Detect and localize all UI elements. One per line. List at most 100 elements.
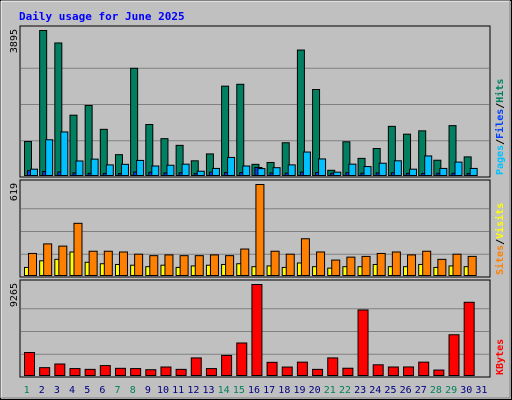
x-tick-label-5: 5	[84, 385, 90, 396]
x-tick-label-19: 19	[293, 385, 305, 396]
bar-kbytes-day-24	[372, 364, 384, 377]
bar-sites-day-29	[452, 253, 462, 277]
bar-pages-day-20	[318, 158, 327, 176]
x-tick-label-22: 22	[339, 385, 351, 396]
bar-kbytes-day-26	[403, 366, 415, 376]
bar-kbytes-day-18	[281, 366, 293, 377]
bar-pages-day-9	[151, 165, 160, 177]
bar-pages-day-10	[166, 164, 175, 176]
x-tick-label-7: 7	[115, 385, 121, 396]
bar-kbytes-day-28	[433, 369, 445, 376]
bar-kbytes-day-23	[357, 309, 369, 376]
bar-sites-day-8	[134, 253, 144, 277]
bar-kbytes-day-16	[251, 284, 263, 376]
bar-pages-day-8	[136, 159, 145, 176]
legend-entry: KBytes	[495, 339, 506, 375]
bar-kbytes-day-27	[418, 361, 430, 377]
x-tick-label-27: 27	[415, 385, 427, 396]
bar-sites-day-21	[331, 259, 341, 276]
bar-pages-day-6	[105, 164, 114, 176]
x-tick-label-11: 11	[172, 385, 184, 396]
bar-sites-day-2	[43, 243, 53, 276]
bar-sites-day-10	[164, 254, 174, 276]
x-tick-label-4: 4	[69, 385, 75, 396]
bar-kbytes-day-10	[160, 366, 172, 377]
bar-pages-day-23	[363, 166, 372, 177]
bar-pages-day-3	[60, 131, 69, 176]
bar-kbytes-day-9	[145, 369, 157, 377]
bar-pages-day-18	[287, 164, 296, 176]
legend-entry: Files	[494, 109, 506, 139]
legend-entry: Sites	[494, 245, 506, 275]
bar-pages-day-28	[439, 167, 448, 177]
plot-area	[19, 25, 491, 178]
bar-pages-day-2	[45, 139, 54, 176]
x-tick-label-17: 17	[263, 385, 275, 396]
bar-sites-day-11	[179, 255, 189, 276]
bar-kbytes-day-19	[296, 361, 308, 377]
bar-kbytes-day-29	[448, 334, 460, 377]
x-tick-label-3: 3	[54, 385, 60, 396]
legend-entry: Hits	[494, 79, 506, 103]
y-max-label: 9265	[9, 283, 20, 307]
x-tick-label-6: 6	[99, 385, 105, 396]
bar-pages-day-15	[242, 165, 251, 177]
bar-kbytes-day-2	[39, 367, 51, 377]
bar-pages-day-25	[393, 160, 402, 177]
bar-pages-day-21	[333, 171, 342, 177]
x-tick-label-18: 18	[278, 385, 290, 396]
legend-entry: /	[495, 103, 506, 109]
x-tick-label-1: 1	[24, 385, 30, 396]
bar-kbytes-day-1	[24, 352, 35, 376]
chart-panels: 3895Pages/Files/Hits619Sites/Visits9265K…	[9, 25, 506, 378]
bar-sites-day-7	[118, 251, 128, 277]
bar-sites-day-24	[376, 252, 386, 276]
x-tick-label-26: 26	[400, 385, 412, 396]
bar-hits-day-8	[130, 67, 139, 176]
x-tick-label-12: 12	[187, 385, 199, 396]
x-tick-label-30: 30	[460, 385, 472, 396]
x-tick-label-15: 15	[233, 385, 245, 396]
panel-legend: Sites/Visits	[494, 203, 506, 275]
bar-sites-day-4	[73, 222, 83, 277]
bar-kbytes-day-20	[312, 368, 324, 376]
legend-entry: Visits	[494, 203, 506, 239]
bar-sites-day-25	[391, 251, 401, 277]
bar-sites-day-18	[285, 253, 295, 277]
bar-sites-day-30	[467, 255, 477, 276]
legend-entry: /	[495, 139, 506, 145]
panel-legend: Pages/Files/Hits	[494, 79, 506, 175]
bar-kbytes-day-30	[463, 301, 475, 376]
bar-sites-day-13	[209, 254, 219, 276]
bar-pages-day-16	[257, 168, 266, 176]
bar-sites-day-3	[58, 245, 68, 276]
bar-sites-day-19	[300, 238, 310, 277]
bar-pages-day-4	[75, 160, 84, 176]
legend-entry: Pages	[495, 145, 506, 175]
bar-hits-day-15	[236, 83, 245, 176]
x-tick-label-9: 9	[145, 385, 151, 396]
bar-kbytes-day-12	[190, 357, 202, 377]
bar-pages-day-12	[196, 170, 205, 177]
bar-kbytes-day-15	[236, 342, 248, 376]
bar-pages-day-27	[424, 155, 433, 177]
x-tick-label-14: 14	[218, 385, 230, 396]
x-tick-label-28: 28	[430, 385, 442, 396]
y-max-label: 3895	[9, 29, 20, 53]
panel-legend: KBytes	[495, 339, 506, 375]
bar-sites-day-20	[316, 251, 326, 277]
bar-kbytes-day-21	[327, 357, 339, 377]
x-tick-label-25: 25	[384, 385, 396, 396]
bar-pages-day-22	[348, 163, 357, 177]
panel-kbytes: 9265 KBytes	[9, 279, 506, 378]
bar-pages-day-11	[181, 163, 190, 177]
bar-pages-day-17	[272, 167, 281, 176]
bar-kbytes-day-7	[114, 367, 126, 377]
bar-kbytes-day-11	[175, 368, 187, 376]
x-tick-label-10: 10	[157, 385, 169, 396]
bar-sites-day-14	[225, 255, 235, 276]
x-tick-label-24: 24	[369, 385, 381, 396]
bar-sites-day-28	[437, 258, 447, 277]
x-tick-label-21: 21	[324, 385, 336, 396]
